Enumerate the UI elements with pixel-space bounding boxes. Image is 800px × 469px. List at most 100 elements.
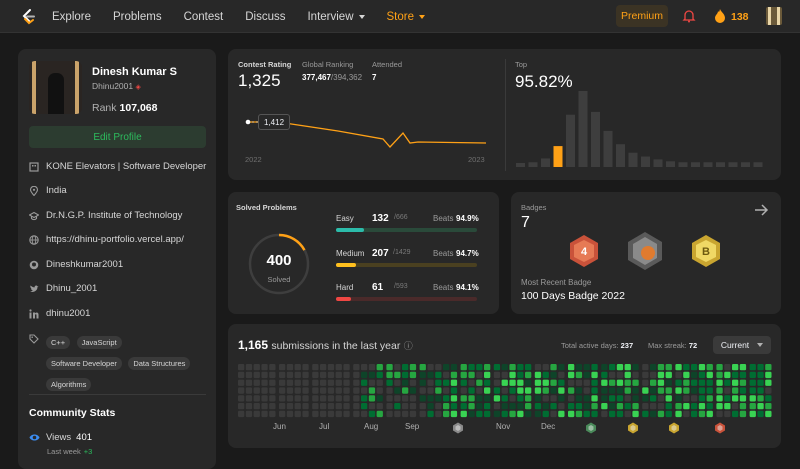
heatmap-cell xyxy=(525,387,532,394)
chevron-down-icon xyxy=(419,14,426,19)
heatmap-cell xyxy=(443,364,450,371)
heatmap-cell xyxy=(419,395,426,402)
github-link[interactable]: Dineshkumar2001 xyxy=(46,259,124,270)
badge-icon[interactable] xyxy=(627,422,639,434)
heatmap-cell xyxy=(238,410,245,418)
heatmap-cell xyxy=(302,379,309,386)
badge-icon[interactable]: B xyxy=(688,233,724,269)
heatmap-cell xyxy=(509,395,516,402)
heatmap-cell xyxy=(550,387,557,394)
skill-tag[interactable]: C++ xyxy=(46,336,71,349)
heatmap-cell xyxy=(394,371,401,379)
heatmap-cell xyxy=(525,410,532,418)
skill-tag[interactable]: JavaScript xyxy=(76,336,122,349)
max-streak-value: 72 xyxy=(688,341,698,350)
heatmap-cell xyxy=(368,379,376,386)
heatmap-cell xyxy=(632,364,639,371)
heatmap-cell xyxy=(542,364,549,371)
heatmap-cell xyxy=(642,410,649,418)
nav-contest[interactable]: Contest xyxy=(183,10,224,23)
heatmap-cell xyxy=(642,395,649,402)
heatmap-cell xyxy=(476,395,483,402)
skill-tag[interactable]: Algorithms xyxy=(46,378,92,391)
linkedin-link[interactable]: dhinu2001 xyxy=(46,308,91,319)
heatmap-cell xyxy=(343,364,350,371)
heatmap-cell xyxy=(591,387,598,394)
heatmap-cell xyxy=(409,395,417,402)
badge-icon[interactable]: 4 xyxy=(566,233,602,269)
month-label: Aug xyxy=(364,422,379,431)
flame-icon[interactable] xyxy=(714,9,726,23)
badge-icon[interactable] xyxy=(668,422,680,434)
heatmap-cell xyxy=(657,371,665,379)
heatmap-cell xyxy=(476,403,483,410)
info-website[interactable]: https://dhinu-portfolio.vercel.app/ xyxy=(29,234,184,245)
heatmap-cell xyxy=(757,371,764,379)
nav-discuss[interactable]: Discuss xyxy=(245,10,286,23)
rating-line-chart[interactable] xyxy=(238,111,498,151)
heatmap-cell xyxy=(312,395,319,402)
difficulty-name: Medium xyxy=(336,249,365,258)
heatmap-cell xyxy=(583,395,590,402)
info-linkedin[interactable]: dhinu2001 xyxy=(29,308,90,319)
heatmap-cell xyxy=(402,395,409,402)
heatmap-cell xyxy=(368,364,376,371)
year-start-label: 2022 xyxy=(245,155,262,164)
heatmap-cell xyxy=(558,364,565,371)
rating-line xyxy=(248,121,487,148)
heatmap-cell xyxy=(253,410,260,418)
website-link[interactable]: https://dhinu-portfolio.vercel.app/ xyxy=(46,234,184,245)
heatmap-cell xyxy=(642,379,649,386)
heatmap-cell xyxy=(402,410,409,418)
graduation-cap-icon xyxy=(29,211,39,220)
nav-explore[interactable]: Explore xyxy=(52,10,91,23)
heatmap-cell xyxy=(525,364,532,371)
ranking-histogram[interactable] xyxy=(516,89,771,169)
premium-button[interactable]: Premium xyxy=(616,5,668,27)
nav-interview[interactable]: Interview xyxy=(307,11,365,23)
heatmap-cell xyxy=(706,379,713,386)
heatmap-cell xyxy=(525,379,532,386)
badge-icon[interactable] xyxy=(585,422,597,434)
top-percent-value: 95.82% xyxy=(515,72,573,91)
avatar[interactable] xyxy=(766,7,782,25)
submissions-summary: 1,165 submissions in the last year ⓘ xyxy=(238,338,413,352)
beats-label: Beats xyxy=(433,283,454,292)
heatmap-cell xyxy=(575,403,583,410)
streak-count[interactable]: 138 xyxy=(731,11,749,23)
heatmap-cell xyxy=(450,395,458,402)
heatmap-cell xyxy=(632,410,639,418)
badge-icon[interactable] xyxy=(452,422,464,434)
edit-profile-button[interactable]: Edit Profile xyxy=(29,126,206,148)
badge-icon[interactable] xyxy=(624,230,666,272)
heatmap-cell xyxy=(468,379,475,386)
heatmap-cell xyxy=(657,403,665,410)
bell-icon[interactable] xyxy=(682,9,696,23)
leetcode-logo[interactable] xyxy=(20,8,36,25)
nav-problems[interactable]: Problems xyxy=(113,10,162,23)
beats-value: 94.1% xyxy=(456,283,479,292)
histogram-bar xyxy=(541,158,550,167)
arrow-right-icon[interactable] xyxy=(754,203,769,217)
year-select[interactable]: Current xyxy=(713,336,771,354)
skill-tag[interactable]: Software Developer xyxy=(46,357,122,370)
skill-tag[interactable]: Data Structures xyxy=(128,357,191,370)
heatmap-cell xyxy=(435,395,442,402)
heatmap-cell xyxy=(460,395,467,402)
heatmap-cell xyxy=(327,371,335,379)
badge-icon[interactable] xyxy=(714,422,726,434)
heatmap-cell xyxy=(757,364,764,371)
info-icon[interactable]: ⓘ xyxy=(403,341,413,351)
heatmap-cell xyxy=(302,410,309,418)
submission-heatmap[interactable] xyxy=(238,364,773,422)
divider xyxy=(505,59,506,171)
heatmap-cell xyxy=(484,387,491,394)
heatmap-cell xyxy=(402,387,409,394)
solved-progress-ring[interactable] xyxy=(248,233,310,295)
nav-store[interactable]: Store xyxy=(387,11,426,23)
twitter-link[interactable]: Dhinu_2001 xyxy=(46,283,98,294)
info-twitter[interactable]: Dhinu_2001 xyxy=(29,283,97,294)
info-github[interactable]: Dineshkumar2001 xyxy=(29,259,123,270)
badges-card: Badges 7 4 B Most Recent Badge 100 Days … xyxy=(511,192,781,314)
heatmap-cell xyxy=(632,379,639,386)
